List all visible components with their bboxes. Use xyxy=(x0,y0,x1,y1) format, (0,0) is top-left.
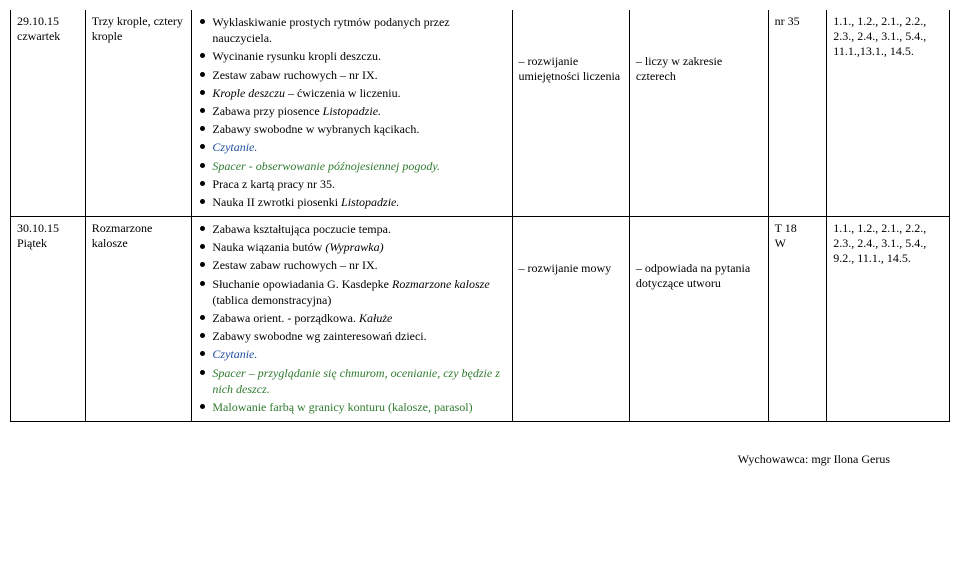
activity-item: Czytanie. xyxy=(198,346,505,362)
activity-item: Krople deszczu – ćwiczenia w liczeniu. xyxy=(198,85,505,101)
activities-cell: Zabawa kształtująca poczucie tempa. Nauka… xyxy=(192,217,512,422)
date-cell: 30.10.15Piątek xyxy=(11,217,86,422)
activity-item: Zabawa orient. - porządkowa. Kałuże xyxy=(198,310,505,326)
topic-cell: Rozmarzone kalosze xyxy=(85,217,192,422)
number-cell: T 18 W xyxy=(768,217,827,422)
activity-item: Zabawy swobodne w wybranych kącikach. xyxy=(198,121,505,137)
number-cell: nr 35 xyxy=(768,10,827,217)
activity-item: Nauka II zwrotki piosenki Listopadzie. xyxy=(198,194,505,210)
child-cell: – liczy w zakresie czterech xyxy=(629,10,768,217)
development-cell: – rozwijanie mowy xyxy=(512,217,629,422)
activity-item: Nauka wiązania butów (Wyprawka) xyxy=(198,239,505,255)
activity-item: Zabawa kształtująca poczucie tempa. xyxy=(198,221,505,237)
date-cell: 29.10.15czwartek xyxy=(11,10,86,217)
reference-cell: 1.1., 1.2., 2.1., 2.2., 2.3., 2.4., 3.1.… xyxy=(827,217,950,422)
table-row: 30.10.15PiątekRozmarzone kaloszeZabawa k… xyxy=(11,217,950,422)
lesson-plan-table: 29.10.15czwartekTrzy krople, cztery krop… xyxy=(10,10,950,422)
activity-item: Malowanie farbą w granicy konturu (kalos… xyxy=(198,399,505,415)
activities-cell: Wyklaskiwanie prostych rytmów podanych p… xyxy=(192,10,512,217)
child-cell: – odpowiada na pytania dotyczące utworu xyxy=(629,217,768,422)
reference-cell: 1.1., 1.2., 2.1., 2.2., 2.3., 2.4., 3.1.… xyxy=(827,10,950,217)
table-row: 29.10.15czwartekTrzy krople, cztery krop… xyxy=(11,10,950,217)
activity-item: Spacer - obserwowanie późnojesiennej pog… xyxy=(198,158,505,174)
activity-item: Praca z kartą pracy nr 35. xyxy=(198,176,505,192)
activity-item: Zabawy swobodne wg zainteresowań dzieci. xyxy=(198,328,505,344)
activity-item: Zestaw zabaw ruchowych – nr IX. xyxy=(198,257,505,273)
activity-item: Zestaw zabaw ruchowych – nr IX. xyxy=(198,67,505,83)
topic-cell: Trzy krople, cztery krople xyxy=(85,10,192,217)
development-cell: – rozwijanie umiejętności liczenia xyxy=(512,10,629,217)
activity-item: Spacer – przyglądanie się chmurom, oceni… xyxy=(198,365,505,397)
activity-item: Czytanie. xyxy=(198,139,505,155)
activity-item: Słuchanie opowiadania G. Kasdepke Rozmar… xyxy=(198,276,505,308)
activity-item: Wycinanie rysunku kropli deszczu. xyxy=(198,48,505,64)
signature-line: Wychowawca: mgr Ilona Gerus xyxy=(10,422,950,467)
activity-item: Wyklaskiwanie prostych rytmów podanych p… xyxy=(198,14,505,46)
activity-item: Zabawa przy piosence Listopadzie. xyxy=(198,103,505,119)
